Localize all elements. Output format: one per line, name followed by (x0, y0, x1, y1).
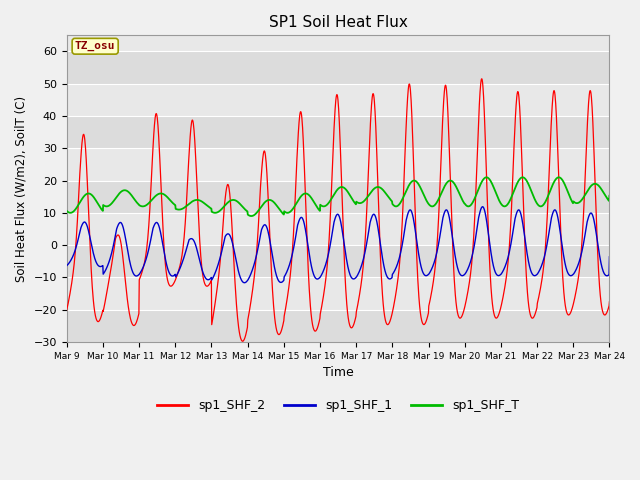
Text: TZ_osu: TZ_osu (75, 41, 115, 51)
Bar (67, 245, 609, 277)
Bar (67, 116, 609, 148)
Legend: sp1_SHF_2, sp1_SHF_1, sp1_SHF_T: sp1_SHF_2, sp1_SHF_1, sp1_SHF_T (152, 394, 524, 417)
Bar (67, 310, 609, 342)
X-axis label: Time: Time (323, 366, 353, 379)
Title: SP1 Soil Heat Flux: SP1 Soil Heat Flux (269, 15, 408, 30)
Bar (67, 51, 609, 84)
Bar (67, 180, 609, 213)
Y-axis label: Soil Heat Flux (W/m2), SoilT (C): Soil Heat Flux (W/m2), SoilT (C) (15, 96, 28, 282)
